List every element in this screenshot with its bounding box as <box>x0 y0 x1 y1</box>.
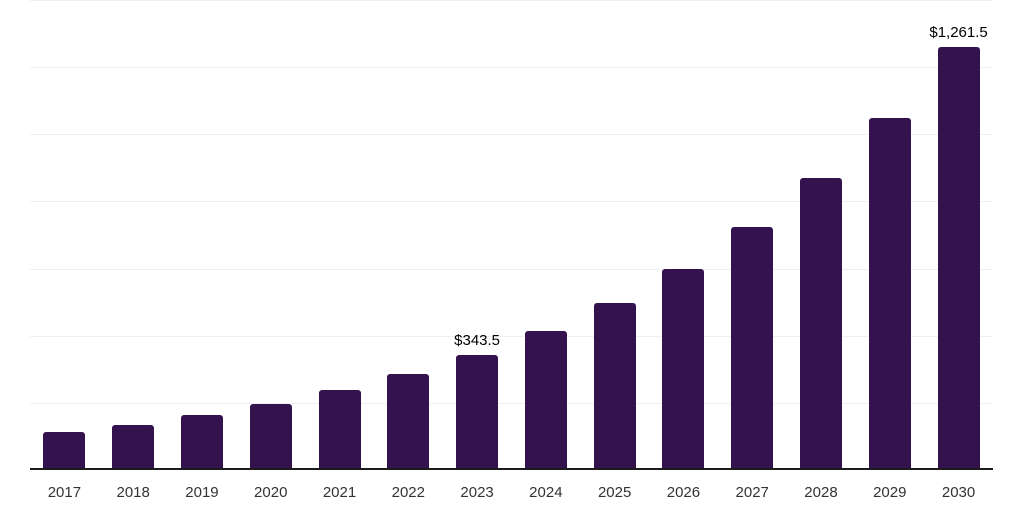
bar-slot-2017 <box>30 0 99 470</box>
gridline-1400 <box>30 0 993 1</box>
bar-slot-2021 <box>305 0 374 470</box>
x-axis-line <box>30 468 993 470</box>
bar-2017[interactable] <box>43 432 86 470</box>
x-tick-label-2020: 2020 <box>254 484 288 501</box>
x-tick-label-2029: 2029 <box>873 484 907 501</box>
bar-slot-2028 <box>787 0 856 470</box>
x-tick-label-2026: 2026 <box>666 484 701 501</box>
bar-2027[interactable] <box>731 227 774 470</box>
bar-slot-2027 <box>718 0 787 470</box>
gridline-400 <box>30 335 993 337</box>
value-label-2023: $343.5 <box>454 331 501 349</box>
bar-2029[interactable] <box>868 118 911 470</box>
value-label-2030: $1,261.5 <box>929 23 988 41</box>
bars-container: $343.5 $1,261.5 <box>30 0 993 470</box>
bar-2022[interactable] <box>387 374 430 470</box>
bar-slot-2025 <box>580 0 649 470</box>
x-tick-label-2024: 2024 <box>529 484 563 501</box>
x-tick-label-2019: 2019 <box>185 484 219 501</box>
bar-2021[interactable] <box>318 390 361 470</box>
bar-2020[interactable] <box>249 404 292 470</box>
x-tick-label-2025: 2025 <box>597 484 632 501</box>
bar-slot-2029 <box>855 0 924 470</box>
x-tick-label-2023: 2023 <box>460 484 494 501</box>
bar-2024[interactable] <box>524 331 567 470</box>
bar-slot-2030: $1,261.5 <box>924 0 993 470</box>
x-tick-label-2027: 2027 <box>735 484 769 501</box>
bar-2030[interactable] <box>937 46 980 470</box>
bar-slot-2022 <box>374 0 443 470</box>
gridline-200 <box>30 402 993 404</box>
bar-2028[interactable] <box>799 177 842 470</box>
bar-slot-2019 <box>168 0 237 470</box>
x-tick-label-2028: 2028 <box>804 484 838 501</box>
bar-slot-2020 <box>236 0 305 470</box>
bar-2019[interactable] <box>180 415 223 470</box>
bar-2023[interactable] <box>456 354 499 470</box>
x-tick-label-2030: 2030 <box>941 484 976 501</box>
gridline-1000 <box>30 134 993 136</box>
x-tick-label-2017: 2017 <box>47 484 82 501</box>
x-tick-label-2022: 2022 <box>391 484 425 501</box>
gridline-1200 <box>30 67 993 69</box>
bar-slot-2018 <box>99 0 168 470</box>
x-tick-label-2021: 2021 <box>322 484 357 501</box>
bar-slot-2024 <box>511 0 580 470</box>
plot-area: $343.5 $1,261.5 <box>30 0 993 470</box>
bar-slot-2026 <box>649 0 718 470</box>
gridline-600 <box>30 268 993 270</box>
bar-slot-2023: $343.5 <box>443 0 512 470</box>
x-axis-labels: 2017 2018 2019 2020 2021 2022 2023 2024 2025 2026… <box>30 482 993 504</box>
gridline-800 <box>30 201 993 203</box>
x-tick-label-2018: 2018 <box>116 484 150 501</box>
bar-2026[interactable] <box>662 268 705 470</box>
bar-2018[interactable] <box>112 424 155 470</box>
bar-2025[interactable] <box>593 302 636 470</box>
